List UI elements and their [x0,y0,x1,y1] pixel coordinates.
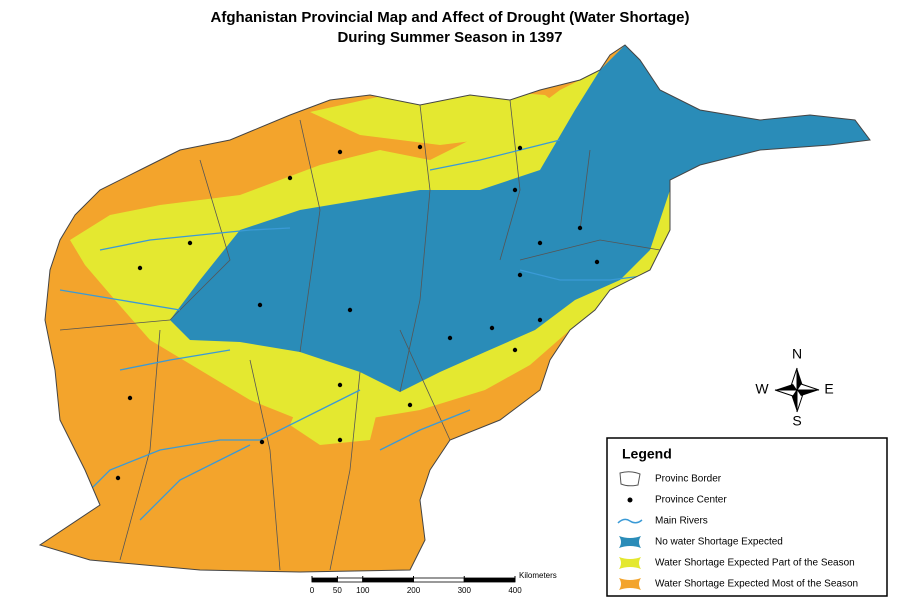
province-center [537,317,543,323]
legend-symbol [619,536,641,548]
scale-segment [362,577,414,583]
province-center [115,475,121,481]
scale-label: 0 [310,586,315,595]
province-center [407,402,413,408]
province-center [517,272,523,278]
scale-label: 300 [458,586,472,595]
province-center [537,240,543,246]
scale-label: 100 [356,586,370,595]
legend-label: Province Center [655,495,727,506]
river [379,409,471,451]
river [519,269,651,281]
legend-label: Provinc Border [655,474,722,485]
scale-unit: Kilometers [519,571,557,580]
province-center [287,175,293,181]
scale-bar: 0 50 100 200 300 400 Kilometers [310,571,557,595]
province-border [119,329,161,561]
scale-segment [336,577,364,583]
river [119,349,231,371]
compass-arrow [775,384,797,390]
scale-segment [311,577,338,583]
compass-w: W [755,381,769,397]
province-center [594,259,600,265]
legend-symbol [619,557,641,569]
province-border [499,99,521,261]
province-center [137,265,143,271]
province-center [187,240,193,246]
legend-label: No water Shortage Expected [655,537,783,548]
scale-segment [413,577,465,583]
compass-s: S [792,413,801,429]
province-center [417,144,423,150]
province-center [447,335,453,341]
compass: N S W E [755,346,833,429]
province-border [329,371,361,571]
province-border [249,359,281,571]
legend-box [606,437,888,597]
legend-label: Water Shortage Expected Part of the Seas… [655,558,855,569]
province-center [347,307,353,313]
river [59,289,181,311]
river [59,389,361,521]
province-center [257,302,263,308]
zone-part [310,90,565,145]
province-border [399,104,431,393]
province-center [337,149,343,155]
legend-label: Water Shortage Expected Most of the Seas… [655,579,858,590]
legend-title: Legend [622,446,672,462]
legend-symbol [619,471,641,487]
title: Afghanistan Provincial Map and Affect of… [211,9,690,26]
province-center [512,187,518,193]
scale-label: 50 [333,586,342,595]
province-center [517,145,523,151]
province-center [512,347,518,353]
province-border [519,239,661,261]
province-center [259,439,265,445]
compass-arrow [797,390,819,396]
legend-label: Main Rivers [655,516,708,527]
legend: Provinc Border Province Center Main Rivers… [617,471,858,590]
province-border [299,119,321,353]
compass-n: N [792,346,802,362]
legend-symbol [619,578,641,590]
river [99,227,291,251]
compass-arrow [774,389,798,397]
scale-label: 200 [407,586,421,595]
scale-label: 400 [508,586,522,595]
river [139,444,251,521]
legend-symbol [617,518,643,524]
province-center [337,382,343,388]
compass-e: E [824,381,833,397]
zone-none [170,45,870,392]
river [429,139,561,171]
province-center [577,225,583,231]
legend-symbol [627,497,633,503]
zone-part [290,370,380,445]
province-center [337,437,343,443]
compass-arrow [796,383,820,391]
province-border [59,319,171,331]
province-border [169,159,231,321]
title: During Summer Season in 1397 [337,29,562,46]
province-center [127,395,133,401]
country-border [38,44,871,573]
province-border [579,149,591,231]
scale-segment [463,577,516,583]
province-center [489,325,495,331]
